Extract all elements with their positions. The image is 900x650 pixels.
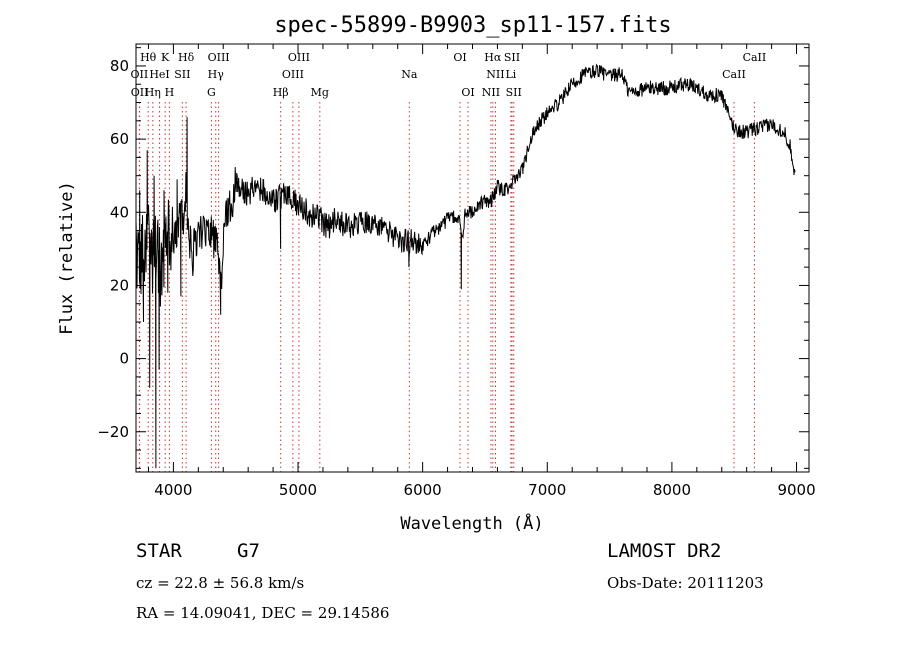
y-tick-label: 60 (110, 130, 129, 148)
spectral-line-label: OII (131, 68, 149, 81)
y-tick-label: 20 (110, 276, 129, 294)
spectral-line-label: H (165, 86, 175, 99)
spectral-line-label: Li (505, 68, 516, 81)
spectral-line-label: Hβ (273, 86, 289, 99)
x-tick-label: 6000 (404, 481, 442, 499)
y-axis-title: Flux (relative) (57, 181, 77, 335)
redshift-readout: cz = 22.8 ± 56.8 km/s (136, 574, 305, 592)
x-axis: 4000 5000 6000 7000 8000 9000 (147, 44, 816, 499)
spectrum-series (135, 63, 796, 469)
spectral-line-label: G (207, 86, 216, 99)
spectral-line-label: CaII (722, 68, 746, 81)
spectral-line-label: Hη (145, 86, 161, 99)
spectral-line-label: CaII (743, 51, 767, 64)
spectral-line-label: Na (401, 68, 418, 81)
x-tick-label: 9000 (777, 481, 815, 499)
spectral-line-label: SII (174, 68, 190, 81)
y-tick-label: 80 (110, 57, 129, 75)
observation-date: Obs-Date: 20111203 (607, 574, 764, 592)
y-tick-label: 40 (110, 203, 129, 221)
spectral-line-label: Mg (311, 86, 329, 99)
spectral-line-label: OIII (208, 51, 230, 64)
spectral-line-label: Hγ (208, 68, 225, 81)
spectral-line-label: Hα (484, 51, 502, 64)
spectral-line-label: SII (504, 51, 520, 64)
spectral-line-label: OI (461, 86, 474, 99)
survey-name: LAMOST DR2 (607, 540, 722, 562)
spectral-line-label: SII (506, 86, 522, 99)
x-tick-label: 4000 (154, 481, 192, 499)
x-tick-label: 7000 (528, 481, 566, 499)
x-tick-label: 5000 (279, 481, 317, 499)
object-subclass: G7 (237, 540, 260, 562)
spectral-line-label: Hθ (140, 51, 157, 64)
y-tick-label: 0 (119, 350, 129, 368)
object-class: STAR (136, 540, 182, 562)
spectral-line-label: NII (486, 68, 504, 81)
x-axis-title: Wavelength (Å) (400, 512, 543, 534)
plot-frame (135, 43, 810, 473)
spectral-line-markers (138, 102, 755, 472)
y-tick-label: −20 (97, 423, 129, 441)
y-axis: −20 0 20 40 60 80 (97, 47, 809, 469)
coordinates-readout: RA = 14.09041, DEC = 29.14586 (136, 604, 390, 622)
x-tick-label: 8000 (653, 481, 691, 499)
spectrum-line (135, 63, 796, 469)
spectral-line-label: OII (131, 86, 149, 99)
spectral-line-label: Hδ (178, 51, 195, 64)
spectral-line-label: OI (453, 51, 466, 64)
chart-title: spec-55899-B9903_sp11-157.fits (274, 13, 671, 38)
spectral-line-label: OIII (288, 51, 310, 64)
spectral-line-label: OIII (282, 68, 304, 81)
spectral-line-label: NII (482, 86, 500, 99)
spectral-line-label: K (161, 51, 170, 64)
spectral-line-label: HeI (149, 68, 169, 81)
